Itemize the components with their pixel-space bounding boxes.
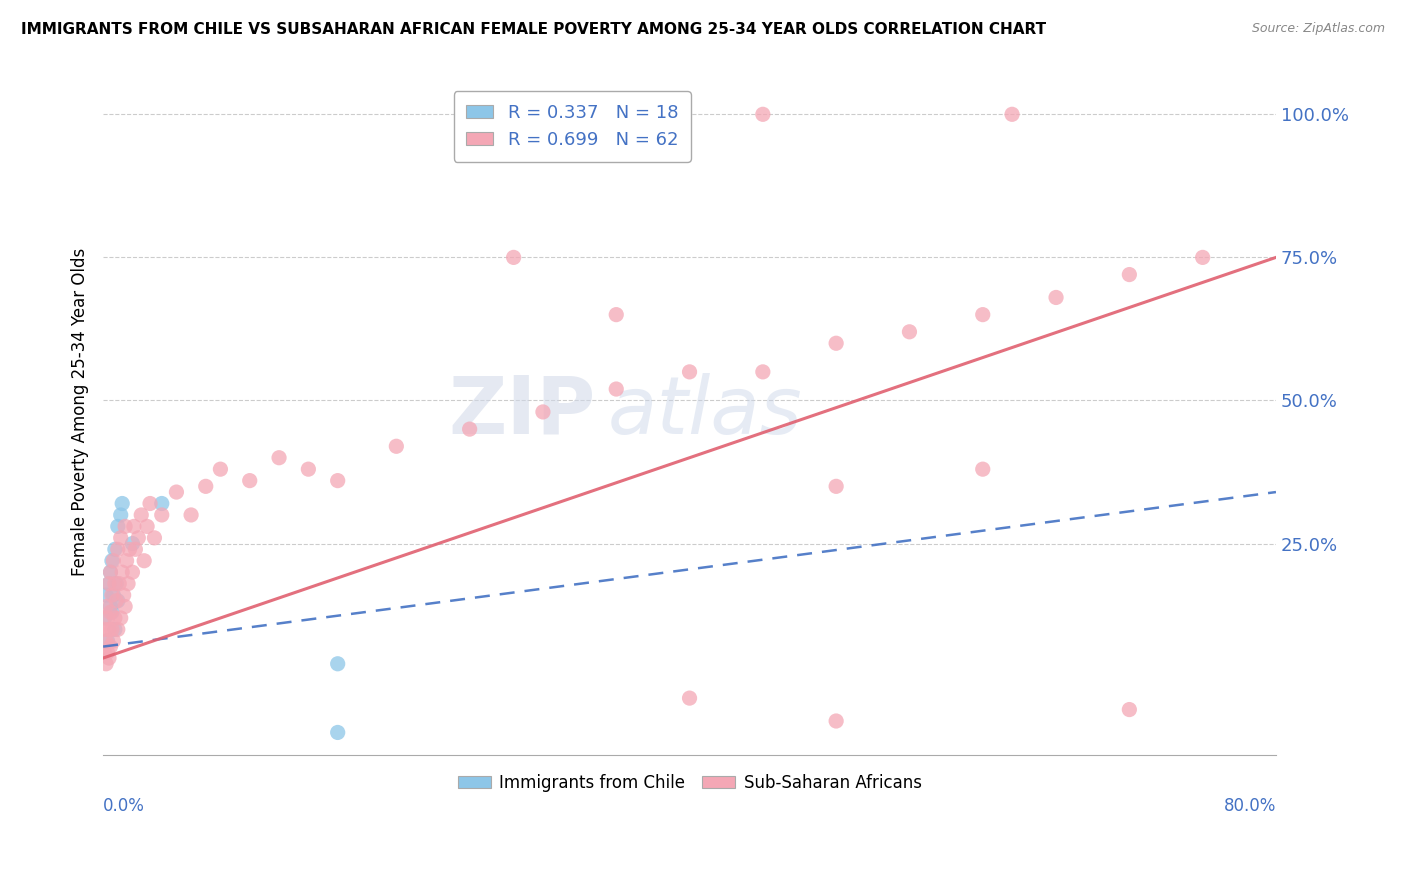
Point: [100, 640, 122, 654]
Point: [898, 325, 921, 339]
Point: [101, 623, 124, 637]
Point: [94, 633, 117, 648]
Point: [105, 594, 128, 608]
Point: [825, 479, 848, 493]
Point: [267, 450, 290, 465]
Point: [103, 588, 125, 602]
Point: [111, 496, 134, 510]
Point: [100, 599, 122, 614]
Point: [678, 691, 700, 706]
Point: [180, 508, 202, 522]
Point: [114, 519, 136, 533]
Point: [94, 657, 117, 671]
Point: [165, 485, 187, 500]
Point: [110, 508, 132, 522]
Point: [1118, 268, 1140, 282]
Point: [107, 519, 129, 533]
Point: [297, 462, 319, 476]
Point: [117, 576, 139, 591]
Point: [150, 496, 173, 510]
Point: [110, 611, 132, 625]
Point: [194, 479, 217, 493]
Point: [93, 645, 115, 659]
Point: [825, 714, 848, 728]
Point: [111, 565, 134, 579]
Point: [1045, 290, 1067, 304]
Point: [100, 565, 122, 579]
Point: [98, 651, 121, 665]
Point: [104, 576, 127, 591]
Point: [143, 531, 166, 545]
Point: [110, 531, 132, 545]
Point: [107, 623, 129, 637]
Point: [100, 605, 122, 619]
Point: [124, 542, 146, 557]
Point: [326, 725, 349, 739]
Point: [93, 611, 115, 625]
Text: 0.0%: 0.0%: [103, 797, 145, 814]
Point: [1001, 107, 1024, 121]
Point: [118, 542, 141, 557]
Point: [94, 588, 117, 602]
Text: IMMIGRANTS FROM CHILE VS SUBSAHARAN AFRICAN FEMALE POVERTY AMONG 25-34 YEAR OLDS: IMMIGRANTS FROM CHILE VS SUBSAHARAN AFRI…: [21, 22, 1046, 37]
Point: [825, 336, 848, 351]
Point: [139, 496, 162, 510]
Legend: Immigrants from Chile, Sub-Saharan Africans: Immigrants from Chile, Sub-Saharan Afric…: [451, 767, 928, 798]
Point: [972, 308, 994, 322]
Point: [326, 474, 349, 488]
Point: [1118, 702, 1140, 716]
Point: [100, 565, 122, 579]
Point: [103, 633, 125, 648]
Point: [209, 462, 232, 476]
Point: [752, 365, 775, 379]
Point: [101, 588, 124, 602]
Point: [105, 576, 128, 591]
Point: [136, 519, 159, 533]
Point: [96, 645, 118, 659]
Point: [531, 405, 554, 419]
Point: [101, 554, 124, 568]
Point: [605, 382, 627, 396]
Point: [121, 565, 143, 579]
Point: [129, 508, 152, 522]
Point: [752, 107, 775, 121]
Point: [502, 251, 524, 265]
Point: [93, 623, 115, 637]
Point: [98, 576, 121, 591]
Point: [112, 588, 135, 602]
Point: [122, 519, 145, 533]
Point: [103, 554, 125, 568]
Point: [115, 554, 138, 568]
Point: [678, 365, 700, 379]
Point: [107, 542, 129, 557]
Point: [972, 462, 994, 476]
Point: [96, 633, 118, 648]
Point: [326, 657, 349, 671]
Point: [98, 576, 121, 591]
Point: [108, 576, 131, 591]
Point: [121, 536, 143, 550]
Text: 80.0%: 80.0%: [1223, 797, 1277, 814]
Point: [134, 554, 156, 568]
Point: [104, 623, 127, 637]
Point: [96, 611, 118, 625]
Point: [458, 422, 481, 436]
Point: [104, 611, 127, 625]
Point: [107, 594, 129, 608]
Text: Source: ZipAtlas.com: Source: ZipAtlas.com: [1251, 22, 1385, 36]
Point: [239, 474, 262, 488]
Point: [101, 605, 124, 619]
Point: [94, 599, 117, 614]
Text: atlas: atlas: [607, 373, 803, 451]
Point: [104, 542, 127, 557]
Point: [127, 531, 149, 545]
Y-axis label: Female Poverty Among 25-34 Year Olds: Female Poverty Among 25-34 Year Olds: [72, 248, 89, 576]
Text: ZIP: ZIP: [449, 373, 596, 451]
Point: [98, 623, 121, 637]
Point: [385, 439, 408, 453]
Point: [605, 308, 627, 322]
Point: [114, 599, 136, 614]
Point: [1191, 251, 1213, 265]
Point: [150, 508, 173, 522]
